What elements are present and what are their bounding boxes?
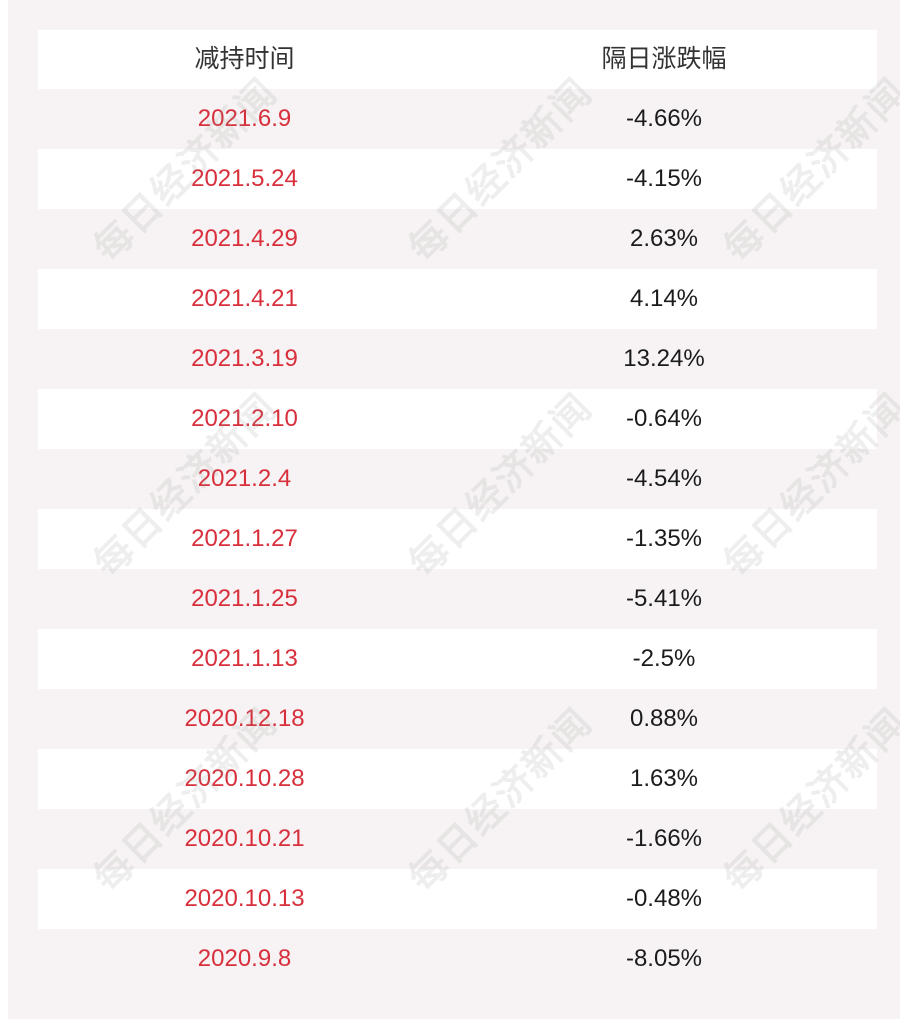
next-day-change: -0.48% [625, 885, 703, 912]
next-day-change: -1.35% [625, 525, 703, 552]
next-day-change: -4.66% [625, 105, 703, 132]
next-day-change: 4.14% [629, 285, 699, 312]
reduction-date: 2021.5.24 [191, 165, 298, 192]
next-day-change: 13.24% [623, 345, 705, 372]
reduction-date: 2021.2.10 [191, 405, 298, 432]
reduction-date: 2020.12.18 [184, 705, 305, 732]
table-panel: 减持时间 隔日涨跌幅 2021.6.9 -4.66% 2021.5.24 -4.15%… [8, 0, 900, 1019]
table-row: 2020.10.28 1.63% [38, 749, 877, 809]
header-change: 隔日涨跌幅 [601, 45, 727, 73]
table-row: 2020.10.21 -1.66% [38, 809, 877, 869]
next-day-change: 2.63% [629, 225, 699, 252]
next-day-change: -0.64% [625, 405, 703, 432]
reduction-date: 2021.1.25 [191, 585, 298, 612]
table-row: 2021.1.25 -5.41% [38, 569, 877, 629]
reduction-date: 2020.10.13 [184, 885, 305, 912]
table-row: 2020.9.8 -8.05% [38, 929, 877, 989]
table-row: 2021.2.4 -4.54% [38, 449, 877, 509]
table-row: 2021.6.9 -4.66% [38, 89, 877, 149]
table-row: 2021.4.21 4.14% [38, 269, 877, 329]
table-row: 2021.5.24 -4.15% [38, 149, 877, 209]
table-body: 2021.6.9 -4.66% 2021.5.24 -4.15% 2021.4.29 2.… [38, 89, 877, 989]
table-row: 2020.12.18 0.88% [38, 689, 877, 749]
reduction-date: 2021.6.9 [197, 105, 292, 132]
table-row: 2021.4.29 2.63% [38, 209, 877, 269]
table-row: 2021.1.27 -1.35% [38, 509, 877, 569]
table-row: 2021.1.13 -2.5% [38, 629, 877, 689]
next-day-change: -2.5% [632, 645, 696, 672]
reduction-date: 2021.4.29 [191, 225, 298, 252]
next-day-change: -8.05% [625, 945, 703, 972]
reduction-date: 2021.1.13 [191, 645, 298, 672]
table-row: 2021.3.19 13.24% [38, 329, 877, 389]
next-day-change: -4.15% [625, 165, 703, 192]
reduction-date: 2021.4.21 [191, 285, 298, 312]
next-day-change: -1.66% [625, 825, 703, 852]
table-row: 2020.10.13 -0.48% [38, 869, 877, 929]
reduction-date: 2020.10.21 [184, 825, 305, 852]
reduction-date: 2021.3.19 [191, 345, 298, 372]
reduction-table: 减持时间 隔日涨跌幅 2021.6.9 -4.66% 2021.5.24 -4.15%… [38, 30, 877, 989]
reduction-date: 2021.1.27 [191, 525, 298, 552]
next-day-change: 1.63% [629, 765, 699, 792]
reduction-date: 2020.9.8 [197, 945, 292, 972]
header-date: 减持时间 [194, 45, 295, 73]
reduction-date: 2020.10.28 [184, 765, 305, 792]
reduction-date: 2021.2.4 [197, 465, 292, 492]
table-header-row: 减持时间 隔日涨跌幅 [38, 30, 877, 89]
next-day-change: -4.54% [625, 465, 703, 492]
next-day-change: -5.41% [625, 585, 703, 612]
next-day-change: 0.88% [629, 705, 699, 732]
table-row: 2021.2.10 -0.64% [38, 389, 877, 449]
